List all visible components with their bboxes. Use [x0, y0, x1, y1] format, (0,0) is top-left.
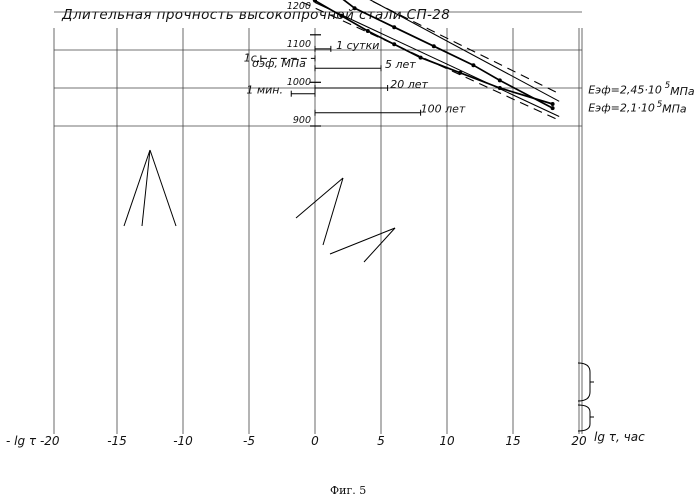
x-tick-label-0: - lg τ -20 — [6, 434, 60, 448]
annotation-16: 5 лет — [385, 58, 416, 71]
series-1-point-9 — [366, 29, 370, 33]
pointer-line-3 — [364, 228, 395, 262]
annotation-21: МПа — [670, 85, 695, 98]
y-tick-label-5: 1100 — [287, 39, 311, 50]
pointer-line-0 — [296, 178, 343, 218]
annotation-15: 1 сутки — [336, 39, 379, 52]
x-tick-label-5: 5 — [377, 434, 385, 448]
annotation-17: 20 лет — [390, 78, 428, 91]
y-tick-label-4: 1200 — [287, 1, 311, 12]
x-tick-label-6: 10 — [439, 434, 455, 448]
chart-grid — [54, 0, 582, 434]
x-axis-label: lg τ, час — [594, 430, 645, 444]
x-tick-label-2: -10 — [173, 434, 193, 448]
figure-caption: Фиг. 5 — [330, 484, 366, 497]
chart-title: Длительная прочность высокопрочной стали… — [61, 7, 450, 23]
y-tick-label-7: 900 — [293, 115, 311, 126]
pointer-line-1 — [323, 178, 343, 245]
bracket-1 — [578, 405, 594, 431]
annotation-pointers — [124, 150, 594, 431]
x-tick-label-4: 0 — [311, 434, 319, 448]
pointer-line-6 — [150, 150, 176, 226]
x-tick-label-7: 15 — [505, 434, 520, 448]
annotation-22: Eэф=2,1·10 — [588, 102, 655, 115]
series-0-point-11 — [498, 78, 502, 82]
annotation-19: Eэф=2,45·10 — [588, 84, 662, 97]
x-tick-label-8: 20 — [571, 434, 587, 448]
x-tick-label-3: -5 — [243, 434, 255, 448]
series-0-point-7 — [353, 6, 357, 10]
series-1-point-14 — [551, 102, 555, 106]
y-tick-label-6: 1000 — [287, 77, 311, 88]
series-1-point-10 — [392, 42, 396, 46]
x-tick-label-1: -15 — [107, 434, 127, 448]
series-0-point-9 — [432, 44, 436, 48]
pointer-line-2 — [330, 228, 395, 254]
annotation-18: 100 лет — [421, 103, 466, 116]
series-0-point-10 — [471, 63, 475, 67]
bracket-0 — [578, 363, 594, 401]
series-0-point-8 — [392, 25, 396, 29]
annotation-14: 1 мин. — [246, 84, 283, 97]
series-1-point-11 — [419, 56, 423, 60]
annotation-24: МПа — [662, 103, 687, 116]
annotation-13: 1с. — [244, 51, 261, 64]
series-0-point-12 — [551, 106, 555, 110]
x-tick-labels: - lg τ -20 -15 -10 -5 0 5 10 15 20 — [6, 434, 587, 448]
